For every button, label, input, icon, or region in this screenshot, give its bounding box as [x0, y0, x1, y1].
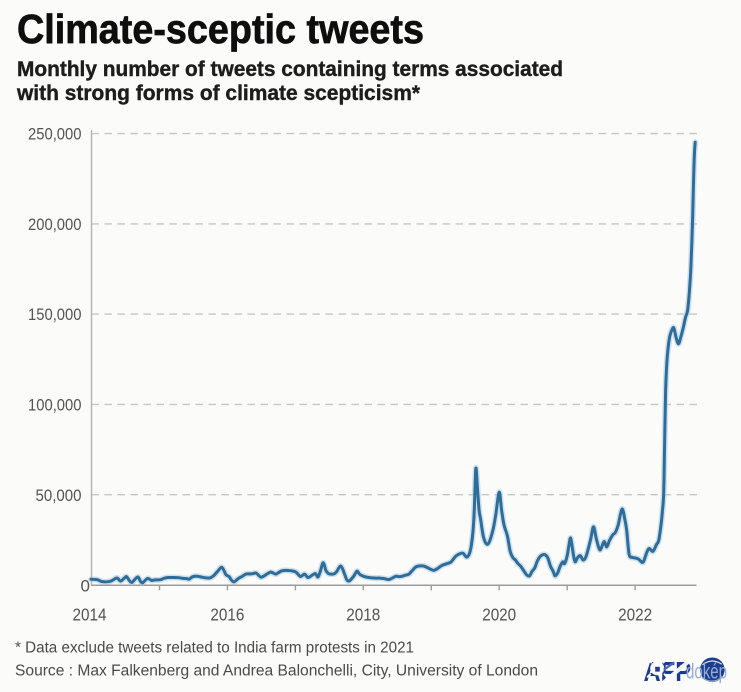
svg-text:Climate-sceptic tweets: Climate-sceptic tweets: [17, 6, 424, 52]
svg-text:* Data exclude tweets related: * Data exclude tweets related to India f…: [15, 640, 414, 657]
svg-text:Monthly number of tweets conta: Monthly number of tweets containing term…: [17, 58, 563, 81]
svg-text:2020: 2020: [482, 605, 516, 625]
svg-text:200,000: 200,000: [28, 215, 82, 234]
svg-text:2022: 2022: [618, 605, 652, 625]
svg-text:250,000: 250,000: [28, 125, 82, 144]
svg-text:with strong forms of climate s: with strong forms of climate scepticism*: [16, 82, 421, 105]
svg-text:2014: 2014: [73, 605, 107, 625]
svg-text:0: 0: [81, 576, 90, 595]
svg-text:150,000: 150,000: [28, 305, 82, 324]
svg-text:100,000: 100,000: [28, 396, 82, 415]
svg-text:Source : Max Falkenberg and An: Source : Max Falkenberg and Andrea Balon…: [15, 663, 538, 680]
svg-text:50,000: 50,000: [36, 486, 82, 505]
svg-text:dokép: dokép: [686, 661, 727, 684]
svg-text:2016: 2016: [210, 605, 244, 625]
svg-text:AFP: AFP: [644, 655, 692, 687]
svg-text:2018: 2018: [346, 605, 380, 625]
